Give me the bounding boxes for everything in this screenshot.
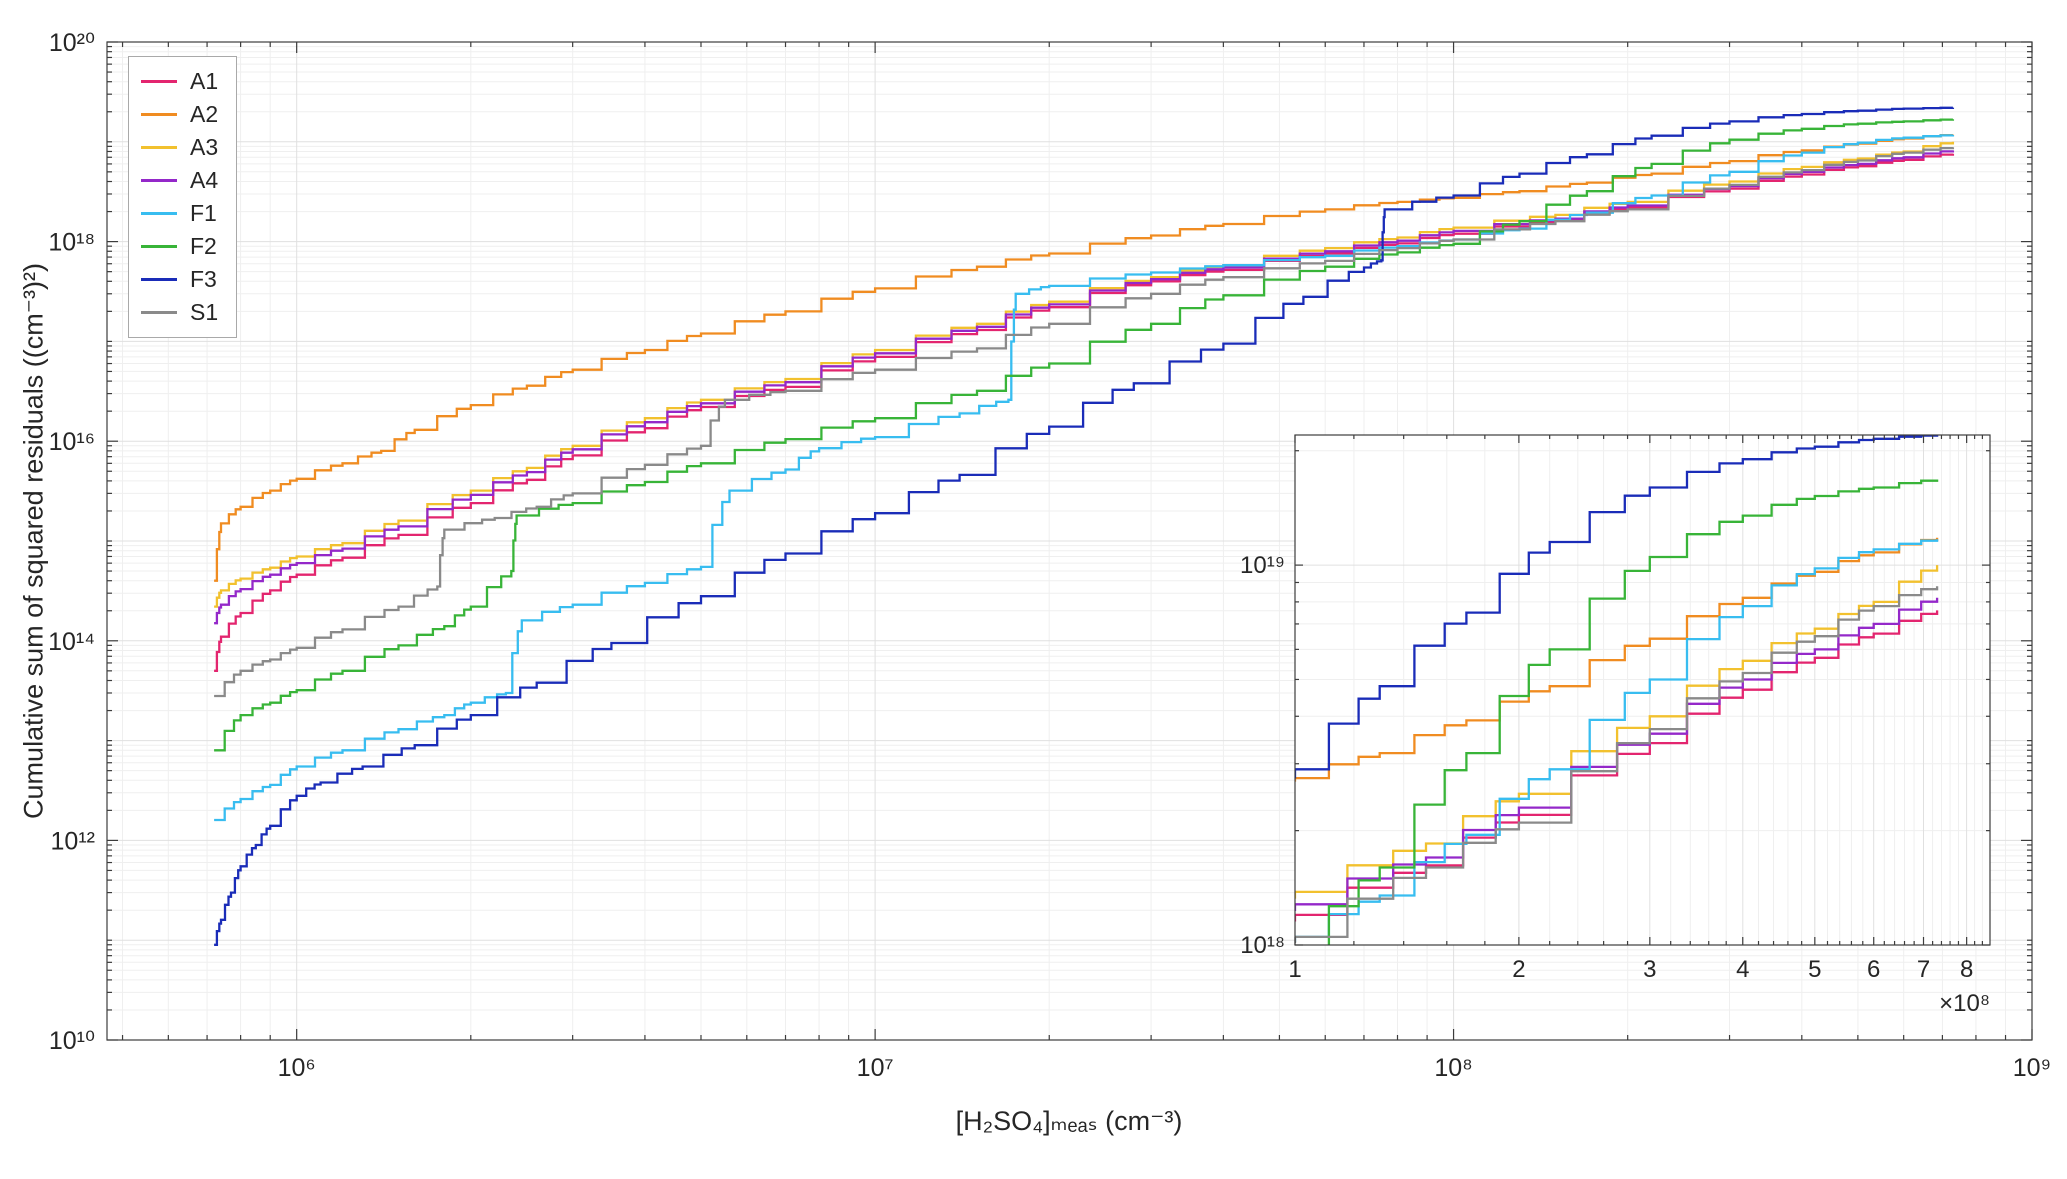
legend-item-A3[interactable]: A3	[141, 131, 218, 164]
y-tick-label: 10¹⁴	[48, 628, 95, 656]
legend-line-swatch	[141, 212, 177, 215]
y-tick-label: 10²⁰	[49, 29, 95, 57]
series-line-F2	[214, 118, 1955, 752]
x-tick-label: 10⁶	[278, 1054, 316, 1082]
legend-label: A3	[190, 134, 219, 160]
inset-x-tick-label: 3	[1643, 956, 1656, 983]
legend-label: A2	[190, 101, 219, 127]
x-tick-label: 10⁸	[1434, 1054, 1472, 1082]
legend-label: F3	[190, 266, 217, 292]
inset-x-tick-label: 2	[1512, 956, 1525, 983]
inset-series-line-F2	[1327, 479, 1939, 945]
legend-label: F2	[190, 233, 217, 259]
series-line-F3	[214, 106, 1955, 946]
inset-grid-minor	[1295, 435, 1990, 945]
legend-label: S1	[190, 299, 219, 325]
legend-line-swatch	[141, 80, 177, 83]
x-tick-label: 10⁹	[2013, 1054, 2052, 1082]
inset-tick-marks	[1294, 435, 1990, 946]
legend-line-swatch	[141, 311, 177, 314]
legend: A1 A2 A3 A4 F1 F2 F3 S1	[128, 56, 238, 338]
legend-line-swatch	[141, 245, 177, 248]
inset-x-tick-label: 5	[1808, 956, 1821, 983]
inset-x-tick-label: 4	[1736, 956, 1749, 983]
x-tick-label: 10⁷	[857, 1054, 894, 1082]
inset-series-lines	[1295, 435, 1939, 945]
legend-item-A4[interactable]: A4	[141, 164, 218, 197]
inset-x-tick-label: 8	[1960, 956, 1973, 983]
legend-line-swatch	[141, 146, 177, 149]
inset-x-tick-label: 1	[1288, 956, 1301, 983]
legend-item-F3[interactable]: F3	[141, 263, 218, 296]
inset-series-line-A1	[1295, 610, 1939, 922]
y-tick-label: 10¹⁶	[49, 428, 95, 456]
legend-label: A4	[190, 167, 219, 193]
legend-item-A2[interactable]: A2	[141, 98, 218, 131]
y-tick-label: 10¹⁸	[48, 229, 95, 257]
legend-line-swatch	[141, 179, 177, 182]
legend-line-swatch	[141, 113, 177, 116]
legend-label: F1	[190, 200, 217, 226]
series-line-F1	[214, 134, 1955, 822]
x-axis-label: [H₂SO₄]ₘₑₐₛ (cm⁻³)	[955, 1106, 1183, 1136]
legend-label: A1	[190, 68, 219, 94]
tick-marks	[107, 41, 2033, 1041]
inset-x-multiplier-label: ×10⁸	[1939, 990, 1990, 1017]
legend-item-F1[interactable]: F1	[141, 197, 218, 230]
y-axis-label: Cumulative sum of squared residuals ((cm…	[18, 263, 49, 819]
inset-y-tick-label: 10¹⁸	[1240, 932, 1285, 959]
series-line-S1	[214, 146, 1955, 698]
inset-y-tick-label: 10¹⁹	[1240, 552, 1285, 579]
legend-item-A1[interactable]: A1	[141, 65, 218, 98]
inset-x-tick-label: 6	[1867, 956, 1880, 983]
y-tick-label: 10¹²	[51, 827, 95, 855]
inset-x-tick-label: 7	[1917, 956, 1930, 983]
inset-series-line-A2	[1295, 537, 1939, 782]
legend-line-swatch	[141, 278, 177, 281]
inset-series-line-S1	[1295, 586, 1939, 944]
inset-border	[1294, 434, 1991, 946]
legend-item-F2[interactable]: F2	[141, 230, 218, 263]
legend-item-S1[interactable]: S1	[141, 296, 218, 329]
inset-series-line-F1	[1295, 539, 1939, 942]
y-tick-label: 10¹⁰	[49, 1027, 95, 1055]
series-lines	[214, 106, 1955, 946]
series-line-A2	[214, 134, 1955, 582]
inset-series-line-F3	[1295, 435, 1939, 779]
